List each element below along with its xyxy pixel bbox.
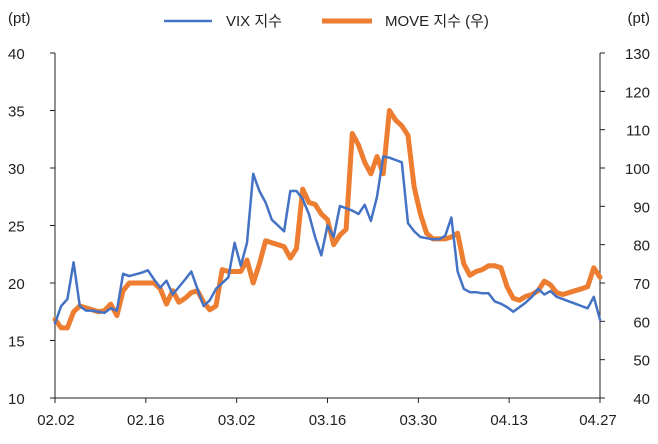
left-tick-label: 30 xyxy=(8,161,25,178)
series-layer xyxy=(52,108,603,331)
right-y-ticks: 40 50 60 70 80 90 100 110 120 130 xyxy=(600,46,650,408)
legend-label-move: MOVE 지수 (우) xyxy=(385,13,489,30)
left-tick-label: 25 xyxy=(8,219,25,236)
right-tick-label: 60 xyxy=(633,314,650,331)
x-tick-label: 04.27 xyxy=(579,412,617,429)
left-axis-unit: (pt) xyxy=(8,10,31,27)
x-tick-label: 02.16 xyxy=(127,412,165,429)
series-line-move xyxy=(52,108,603,331)
left-tick-label: 20 xyxy=(8,276,25,293)
x-tick-label: 04.13 xyxy=(490,412,528,429)
right-tick-label: 70 xyxy=(633,276,650,293)
left-y-ticks: 10 15 20 25 30 35 40 xyxy=(8,46,55,408)
x-tick-label: 03.30 xyxy=(400,412,438,429)
series-line-vix xyxy=(53,155,602,325)
x-ticks: 02.02 02.16 03.02 03.16 03.30 04.13 04.27 xyxy=(37,398,617,429)
left-tick-label: 10 xyxy=(8,391,25,408)
left-tick-label: 15 xyxy=(8,334,25,351)
right-tick-label: 80 xyxy=(633,238,650,255)
right-tick-label: 40 xyxy=(633,391,650,408)
right-tick-label: 90 xyxy=(633,199,650,216)
legend: VIX 지수 MOVE 지수 (우) xyxy=(164,13,489,30)
right-tick-label: 130 xyxy=(625,46,650,63)
right-tick-label: 120 xyxy=(625,84,650,101)
legend-label-vix: VIX 지수 xyxy=(226,13,282,30)
x-tick-label: 03.16 xyxy=(309,412,347,429)
x-tick-label: 03.02 xyxy=(218,412,256,429)
right-tick-label: 100 xyxy=(625,161,650,178)
right-tick-label: 110 xyxy=(626,123,650,140)
right-axis-unit: (pt) xyxy=(628,10,651,27)
right-tick-label: 50 xyxy=(633,353,650,370)
left-tick-label: 35 xyxy=(8,104,25,121)
left-tick-label: 40 xyxy=(8,46,25,63)
x-tick-label: 02.02 xyxy=(37,412,75,429)
